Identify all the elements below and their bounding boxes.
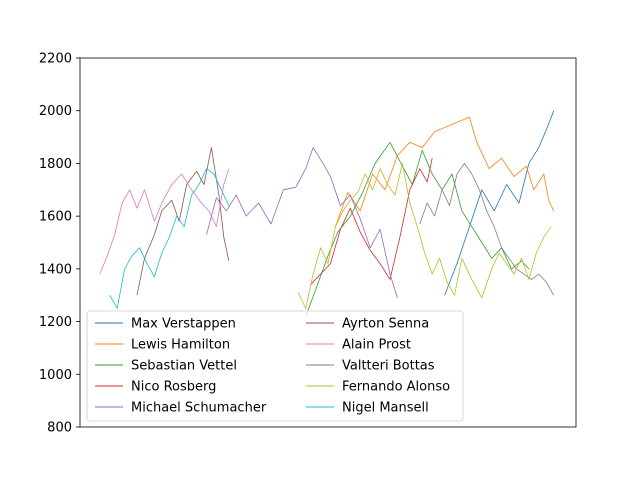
y-tick-label: 2200 [39,52,72,67]
series-line-fernando-alonso [297,163,552,309]
legend-label-ayrton-senna: Ayrton Senna [342,317,429,332]
series-line-alain-prost [99,168,230,275]
legend-label-fernando-alonso: Fernando Alonso [342,380,450,395]
series-line-ayrton-senna [136,147,230,296]
series-line-max-verstappen [444,110,555,296]
y-tick-label: 1000 [39,368,72,383]
legend-label-michael-schumacher: Michael Schumacher [131,401,267,416]
legend-label-nigel-mansell: Nigel Mansell [342,401,429,416]
legend: Max Verstappen Lewis Hamilton Sebastian Ve… [86,310,464,422]
y-tick-label: 1800 [39,157,72,172]
y-tick-label: 2000 [39,104,72,119]
y-tick-label: 800 [47,421,72,436]
y-axis: 800 1000 1200 1400 1600 1800 2000 2200 [39,52,80,436]
series-line-valtteri-bottas [419,163,555,296]
legend-label-sebastian-vettel: Sebastian Vettel [131,359,237,374]
series-line-nico-rosberg [310,158,433,285]
y-tick-label: 1600 [39,210,72,225]
series-layer [99,110,555,317]
legend-box [86,310,464,422]
y-tick-label: 1200 [39,315,72,330]
y-tick-label: 1400 [39,262,72,277]
legend-label-nico-rosberg: Nico Rosberg [131,380,216,395]
legend-label-valtteri-bottas: Valtteri Bottas [342,359,435,374]
series-line-sebastian-vettel [305,141,530,317]
legend-label-lewis-hamilton: Lewis Hamilton [131,338,230,353]
legend-label-alain-prost: Alain Prost [342,338,411,353]
series-line-nigel-mansell [109,168,230,309]
plot-frame [79,57,577,428]
legend-label-max-verstappen: Max Verstappen [131,317,236,332]
series-line-lewis-hamilton [335,116,555,227]
series-line-michael-schumacher [206,147,398,299]
